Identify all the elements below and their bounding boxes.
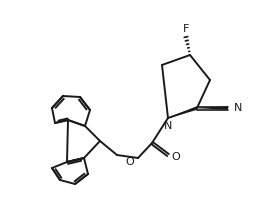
Text: O: O [172, 152, 180, 162]
Text: O: O [126, 157, 134, 167]
Text: N: N [164, 121, 172, 131]
Text: F: F [183, 24, 189, 34]
Text: N: N [234, 103, 242, 113]
Polygon shape [197, 106, 228, 110]
Polygon shape [168, 106, 198, 118]
